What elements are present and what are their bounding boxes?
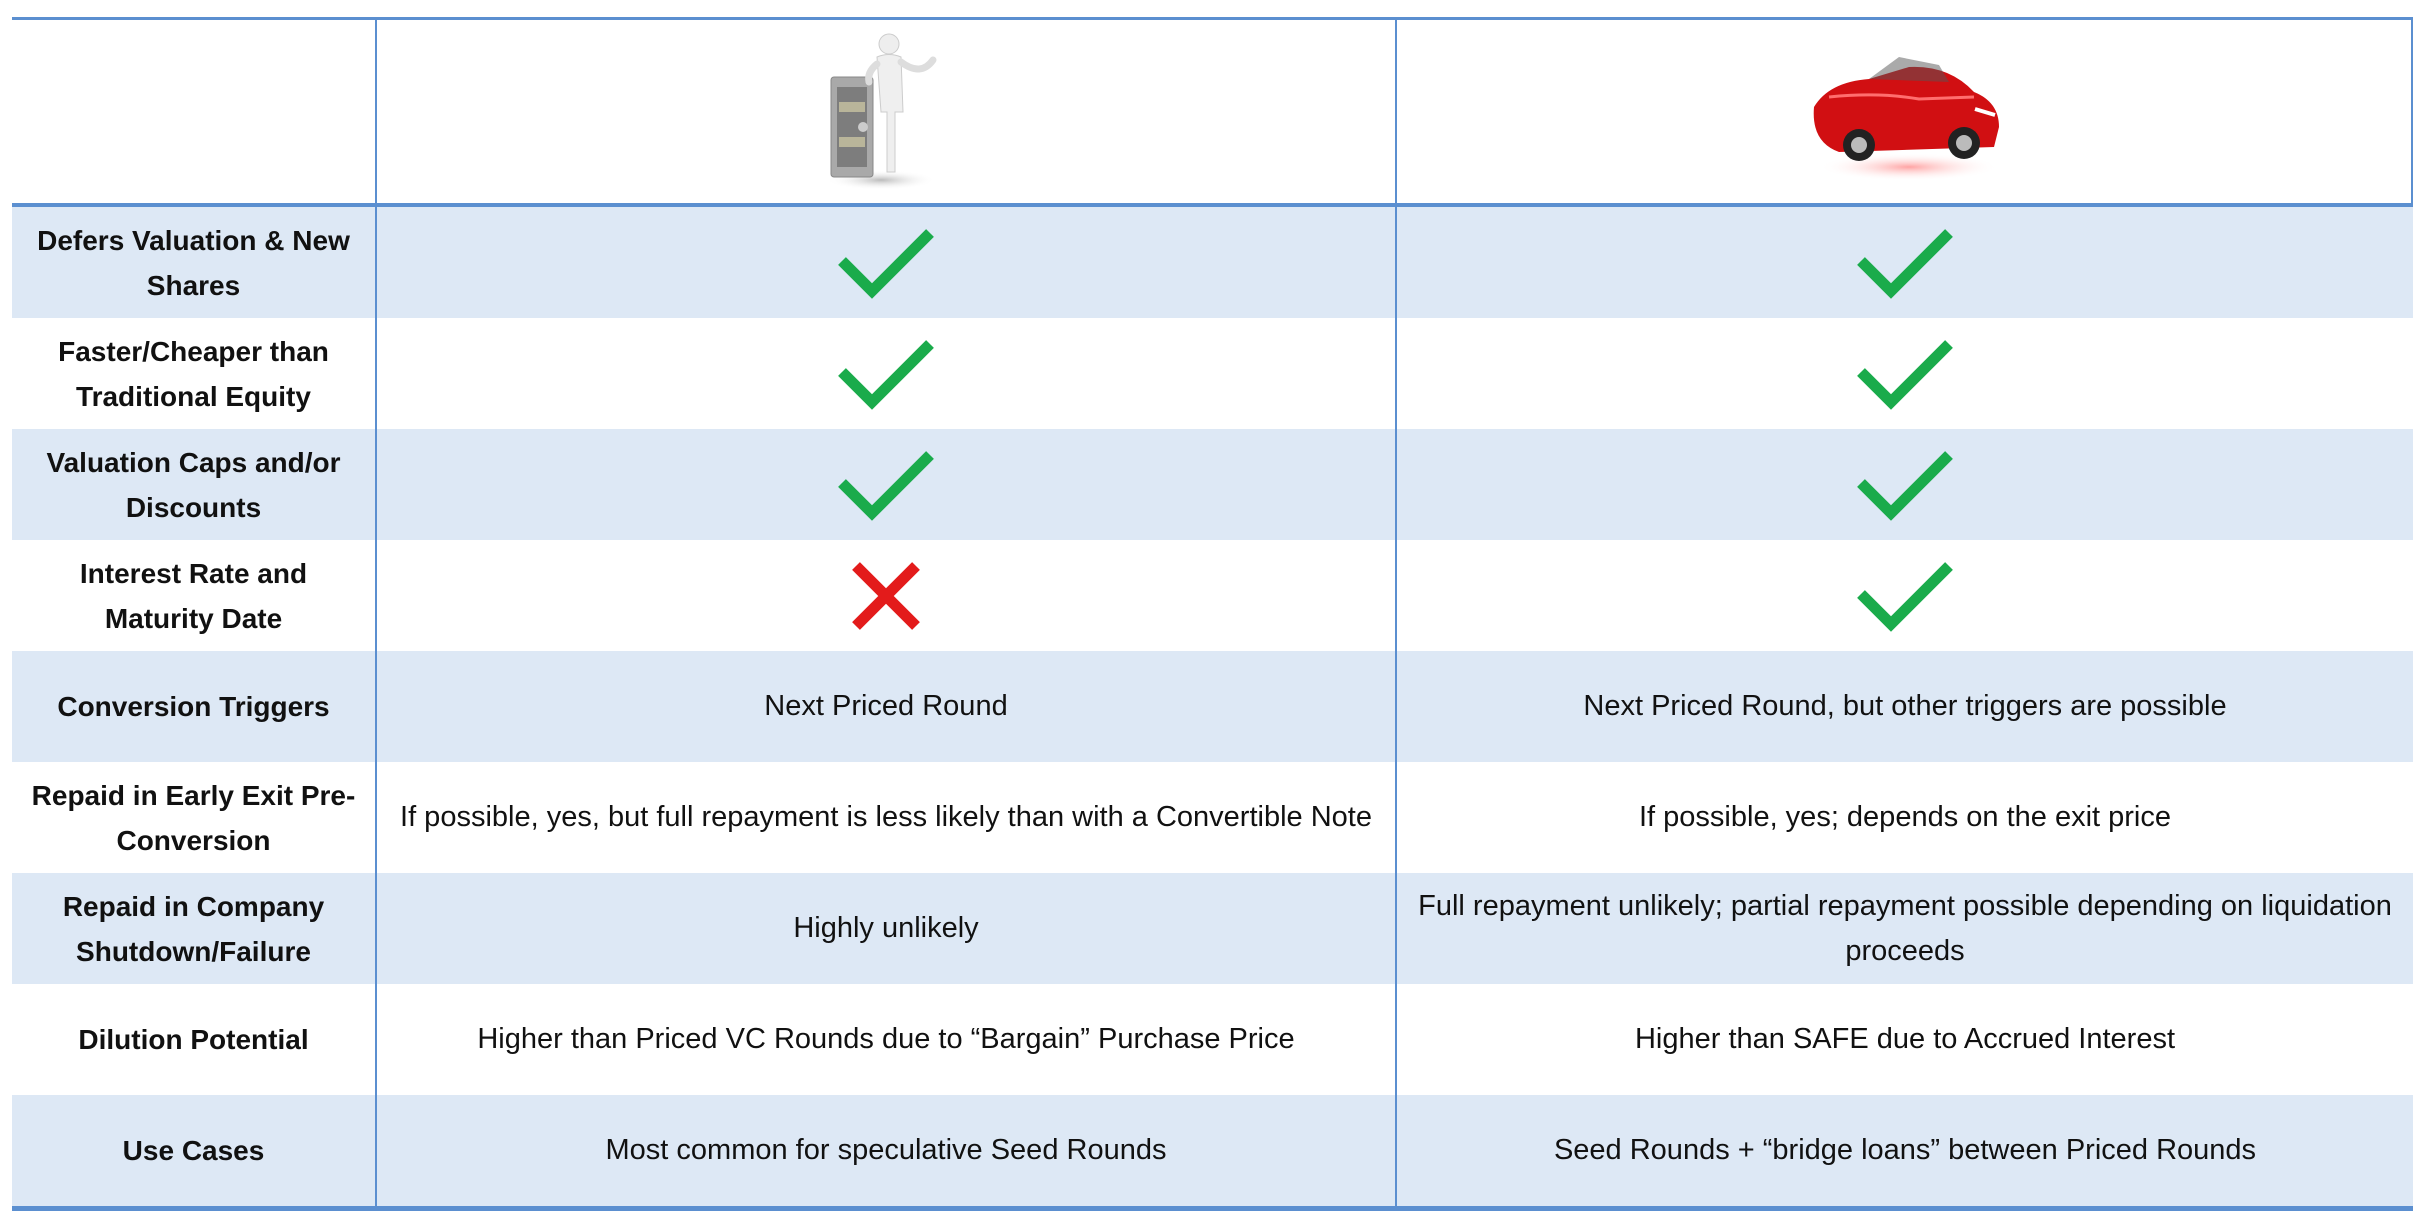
safe-text-cell: If possible, yes, but full repayment is … [375, 762, 1395, 873]
row-label: Faster/Cheaper than Traditional Equity [58, 335, 329, 412]
safe-text-cell: Next Priced Round [375, 651, 1395, 762]
table-row: Valuation Caps and/or Discounts [12, 429, 2413, 540]
convertible-note-text-cell: Full repayment unlikely; partial repayme… [1395, 873, 2413, 984]
convertible-note-text-cell: Next Priced Round, but other triggers ar… [1395, 651, 2413, 762]
row-label: Use Cases [122, 1135, 265, 1166]
convertible-note-text-cell: Seed Rounds + “bridge loans” between Pri… [1395, 1095, 2413, 1206]
table-row: Conversion Triggers Next Priced Round Next… [12, 651, 2413, 762]
safe-text-cell: Most common for speculative Seed Rounds [375, 1095, 1395, 1206]
safe-mark-cell [375, 429, 1395, 540]
safe-mark-cell [375, 540, 1395, 651]
cross-icon [848, 558, 924, 634]
table-row: Faster/Cheaper than Traditional Equity [12, 318, 2413, 429]
table-row: Dilution Potential Higher than Priced VC … [12, 984, 2413, 1095]
comparison-table: Defers Valuation & New Shares Faster/Chea… [12, 17, 2413, 1211]
row-label: Conversion Triggers [57, 691, 330, 722]
check-icon [836, 449, 936, 521]
check-icon [1855, 449, 1955, 521]
convertible-note-text-cell: Higher than SAFE due to Accrued Interest [1395, 984, 2413, 1095]
check-icon [1855, 227, 1955, 299]
row-label: Interest Rate and Maturity Date [79, 557, 308, 634]
convertible-note-text-cell: If possible, yes; depends on the exit pr… [1395, 762, 2413, 873]
table-row: Repaid in Early Exit Pre-Conversion If po… [12, 762, 2413, 873]
convertible-note-mark-cell [1395, 540, 2413, 651]
table-row: Defers Valuation & New Shares [12, 207, 2413, 318]
header-row [12, 20, 2413, 207]
header-safe-cell [375, 20, 1395, 203]
convertible-note-mark-cell [1395, 429, 2413, 540]
safe-mark-cell [375, 318, 1395, 429]
row-label: Repaid in Company Shutdown/Failure [62, 890, 325, 967]
person-with-safe-image [826, 33, 937, 190]
row-label: Valuation Caps and/or Discounts [46, 446, 341, 523]
table-row: Use Cases Most common for speculative See… [12, 1095, 2413, 1206]
header-convertible-cell [1395, 20, 2413, 203]
table-row: Interest Rate and Maturity Date [12, 540, 2413, 651]
row-label: Defers Valuation & New Shares [37, 224, 350, 301]
table-row: Repaid in Company Shutdown/Failure Highly… [12, 873, 2413, 984]
header-empty-cell [12, 20, 375, 203]
convertible-note-mark-cell [1395, 318, 2413, 429]
row-label: Repaid in Early Exit Pre-Conversion [31, 779, 356, 856]
safe-text-cell: Higher than Priced VC Rounds due to “Bar… [375, 984, 1395, 1095]
check-icon [1855, 338, 1955, 410]
row-label: Dilution Potential [78, 1024, 309, 1055]
check-icon [836, 338, 936, 410]
check-icon [836, 227, 936, 299]
safe-mark-cell [375, 207, 1395, 318]
convertible-note-mark-cell [1395, 207, 2413, 318]
check-icon [1855, 560, 1955, 632]
red-convertible-car-image [1813, 56, 1999, 181]
safe-text-cell: Highly unlikely [375, 873, 1395, 984]
